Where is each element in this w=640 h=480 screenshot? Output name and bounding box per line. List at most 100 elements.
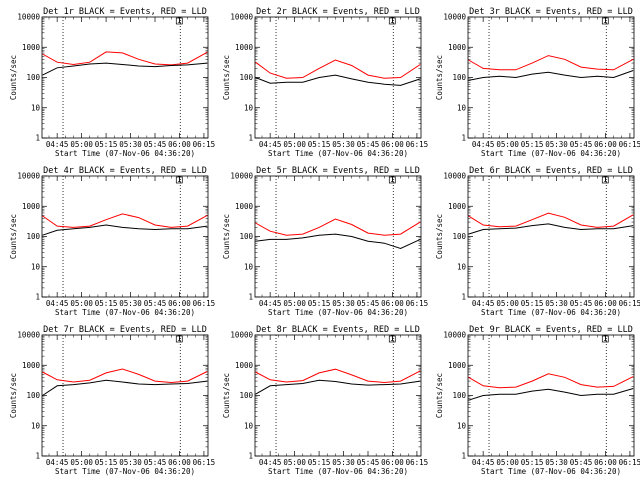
y-tick-label: 10000	[230, 331, 253, 340]
x-tick-label: 05:45	[144, 458, 167, 467]
series-lld-line	[42, 368, 208, 384]
y-tick-label: 1000	[22, 43, 41, 52]
series-lld-line	[42, 213, 208, 228]
series-lld-line	[255, 368, 421, 384]
y-tick-label: 100	[239, 232, 253, 241]
y-tick-label: 10000	[443, 172, 466, 181]
x-tick-label: 05:15	[308, 299, 331, 308]
y-axis-label: Counts/sec	[9, 373, 18, 418]
x-tick-label: 06:00	[168, 140, 191, 149]
y-tick-label: 10	[244, 103, 254, 112]
y-tick-label: 10	[244, 421, 254, 430]
panel-3: Det 3r BLACK = Events, RED = LLD11010010…	[435, 7, 640, 158]
x-tick-label: 05:15	[95, 299, 118, 308]
marker-label: 1	[390, 16, 395, 25]
x-tick-label: 05:30	[332, 299, 355, 308]
series-events-line	[42, 224, 208, 236]
marker-label: 1	[390, 334, 395, 343]
y-tick-label: 1000	[235, 361, 254, 370]
x-tick-label: 05:45	[570, 140, 593, 149]
x-tick-label: 04:45	[259, 140, 282, 149]
panel-title: Det 5r BLACK = Events, RED = LLD	[256, 166, 420, 176]
series-events-line	[468, 388, 634, 401]
x-tick-label: 05:00	[70, 299, 93, 308]
y-tick-label: 1000	[448, 202, 467, 211]
x-tick-label: 06:00	[381, 458, 404, 467]
marker-box	[601, 335, 609, 343]
marker-label: 1	[390, 175, 395, 184]
x-tick-label: 05:45	[144, 299, 167, 308]
y-tick-label: 10000	[230, 13, 253, 22]
y-tick-label: 10	[31, 421, 41, 430]
marker-label: 1	[603, 334, 608, 343]
x-tick-label: 05:15	[521, 140, 544, 149]
y-tick-label: 100	[239, 73, 253, 82]
plot-frame	[467, 175, 635, 298]
y-tick-label: 10000	[17, 13, 40, 22]
x-tick-label: 06:15	[406, 299, 429, 308]
x-tick-label: 05:45	[357, 140, 380, 149]
x-tick-label: 06:00	[168, 458, 191, 467]
plot-frame	[41, 175, 209, 298]
x-tick-label: 05:15	[95, 458, 118, 467]
series-events-line	[255, 74, 421, 86]
series-lld-line	[468, 212, 634, 228]
x-tick-label: 05:30	[332, 458, 355, 467]
panel-title: Det 4r BLACK = Events, RED = LLD	[43, 166, 207, 176]
x-tick-label: 06:15	[193, 140, 216, 149]
y-axis-label: Counts/sec	[9, 214, 18, 259]
x-tick-label: 05:15	[521, 299, 544, 308]
y-tick-label: 100	[26, 232, 40, 241]
x-tick-label: 05:00	[496, 140, 519, 149]
x-tick-label: 06:15	[406, 140, 429, 149]
marker-box	[388, 335, 396, 343]
panel-title: Det 7r BLACK = Events, RED = LLD	[43, 325, 207, 335]
x-tick-label: 05:00	[70, 458, 93, 467]
y-tick-label: 1000	[448, 361, 467, 370]
y-tick-label: 1	[35, 134, 40, 143]
y-axis-label: Counts/sec	[9, 55, 18, 100]
y-tick-label: 1	[248, 134, 253, 143]
panel-title: Det 8r BLACK = Events, RED = LLD	[256, 325, 420, 335]
y-tick-label: 100	[452, 391, 466, 400]
x-tick-label: 05:45	[144, 140, 167, 149]
series-lld-line	[255, 59, 421, 79]
y-tick-label: 1	[461, 134, 466, 143]
x-tick-label: 05:15	[521, 458, 544, 467]
y-tick-label: 1000	[448, 43, 467, 52]
y-tick-label: 10000	[230, 172, 253, 181]
y-tick-label: 100	[452, 73, 466, 82]
x-tick-label: 05:30	[119, 299, 142, 308]
marker-label: 1	[603, 175, 608, 184]
y-tick-label: 1000	[22, 202, 41, 211]
panel-title: Det 6r BLACK = Events, RED = LLD	[469, 166, 633, 176]
y-tick-label: 10	[457, 262, 467, 271]
y-axis-label: Counts/sec	[435, 55, 444, 100]
x-axis-label: Start Time (07-Nov-06 04:36:20)	[268, 467, 408, 476]
x-tick-label: 05:00	[283, 458, 306, 467]
y-tick-label: 10	[244, 262, 254, 271]
x-tick-label: 04:45	[46, 299, 69, 308]
x-tick-label: 05:00	[70, 140, 93, 149]
x-tick-label: 05:45	[357, 299, 380, 308]
panel-title: Det 3r BLACK = Events, RED = LLD	[469, 7, 633, 17]
x-tick-label: 06:00	[594, 299, 617, 308]
x-tick-label: 05:15	[308, 458, 331, 467]
panel-2: Det 2r BLACK = Events, RED = LLD11010010…	[222, 7, 428, 158]
panel-title: Det 2r BLACK = Events, RED = LLD	[256, 7, 420, 17]
plot-frame	[41, 334, 209, 457]
y-tick-label: 100	[26, 391, 40, 400]
x-tick-label: 05:30	[545, 458, 568, 467]
marker-box	[175, 17, 183, 25]
plot-frame	[41, 16, 209, 139]
panel-1: Det 1r BLACK = Events, RED = LLD11010010…	[9, 7, 215, 158]
plot-frame	[467, 334, 635, 457]
plot-frame	[254, 175, 422, 298]
y-tick-label: 1000	[235, 43, 254, 52]
x-tick-label: 05:00	[283, 140, 306, 149]
series-events-line	[255, 233, 421, 250]
x-tick-label: 06:15	[193, 458, 216, 467]
marker-box	[388, 17, 396, 25]
x-tick-label: 05:30	[332, 140, 355, 149]
